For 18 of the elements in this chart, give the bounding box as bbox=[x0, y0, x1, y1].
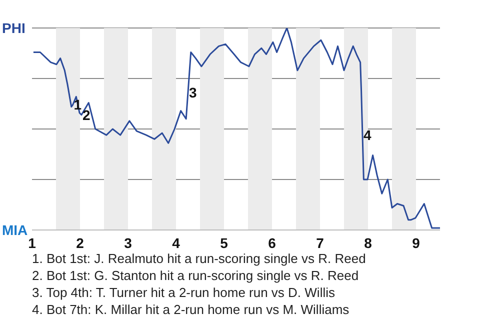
x-tick-label: 3 bbox=[124, 234, 132, 251]
x-tick-label: 6 bbox=[268, 234, 276, 251]
text: 1. Bot 1st: J. Realmuto hit a run-scoring single vs R. Reed bbox=[32, 250, 367, 267]
text: MIA bbox=[2, 221, 28, 239]
text: 2. Bot 1st: G. Stanton hit a run-scoring single vs R. Reed bbox=[32, 267, 360, 284]
x-tick-label: 1 bbox=[28, 234, 36, 251]
annotation: 3 bbox=[189, 84, 197, 101]
text: 4. Bot 7th: K. Millar hit a 2-run home run vs M. Williams bbox=[32, 301, 350, 318]
x-tick-label: 7 bbox=[316, 234, 324, 251]
x-tick-label: 5 bbox=[220, 234, 228, 251]
x-tick-label: 4 bbox=[172, 234, 180, 251]
x-tick-label: 9 bbox=[412, 234, 420, 251]
x-tick-label: 8 bbox=[364, 234, 372, 251]
text: 3. Top 4th: T. Turner hit a 2-run home run vs D. Willis bbox=[32, 284, 336, 301]
x-tick-label: 2 bbox=[76, 234, 84, 251]
annotation: 2 bbox=[82, 106, 90, 123]
annotation: 4 bbox=[363, 127, 372, 144]
text: PHI bbox=[2, 19, 26, 37]
